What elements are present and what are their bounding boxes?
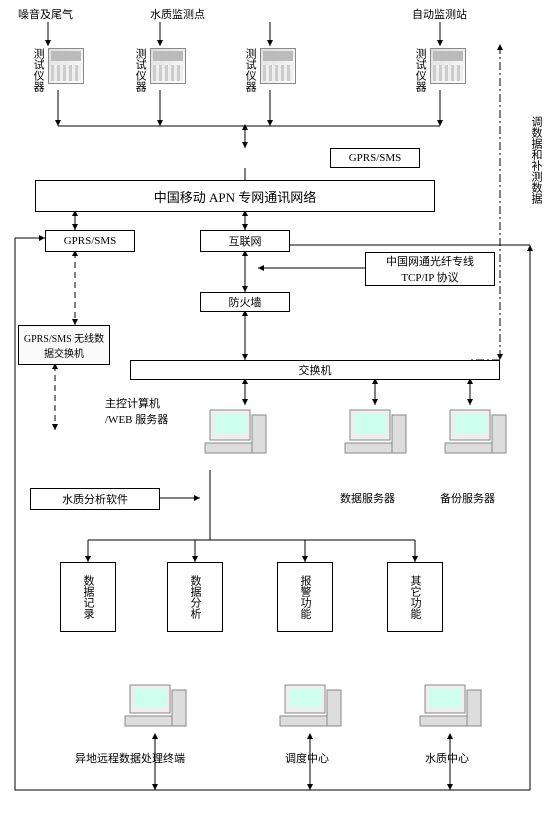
server-main-icon — [200, 405, 270, 465]
box-gprs-sms-left: GPRS/SMS — [45, 230, 135, 252]
box-func-other: 其它功能 — [387, 562, 443, 632]
tester-3-label: 测试仪器 — [244, 48, 256, 92]
box-func-record: 数据记录 — [60, 562, 116, 632]
label-noise-exhaust: 噪音及尾气 — [18, 6, 73, 22]
box-cnc-fiber: 中国网通光纤专线 TCP/IP 协议 — [365, 252, 495, 286]
tester-4-icon — [430, 48, 466, 84]
server-dispatch-icon — [275, 680, 345, 735]
label-backup-server: 备份服务器 — [440, 490, 495, 506]
box-func-analysis: 数据分析 — [167, 562, 223, 632]
tester-2-label: 测试仪器 — [134, 48, 146, 92]
tester-4-label: 测试仪器 — [414, 48, 426, 92]
box-switch: 交换机 — [130, 360, 500, 380]
label-dispatch: 调度中心 — [285, 750, 329, 766]
box-firewall: 防火墙 — [200, 292, 290, 312]
label-auto-station: 自动监测站 — [412, 6, 467, 22]
label-water-point: 水质监测点 — [150, 6, 205, 22]
box-func-alarm: 报警功能 — [277, 562, 333, 632]
box-apn-network: 中国移动 APN 专网通讯网络 — [35, 180, 435, 212]
func-record-label: 数据记录 — [82, 575, 94, 619]
box-internet: 互联网 — [200, 230, 290, 252]
server-wqcenter-icon — [415, 680, 485, 735]
tester-2-icon — [150, 48, 186, 84]
label-side-note: 调数据和补测数据 — [530, 80, 542, 240]
box-gprs-sms-top: GPRS/SMS — [330, 148, 420, 168]
func-other-label: 其它功能 — [409, 575, 421, 619]
box-wq-software: 水质分析软件 — [30, 488, 160, 510]
server-data-icon — [340, 405, 410, 465]
label-wq-center: 水质中心 — [425, 750, 469, 766]
func-alarm-label: 报警功能 — [299, 575, 311, 619]
server-remote-icon — [120, 680, 190, 735]
tester-1-label: 测试仪器 — [32, 48, 44, 92]
tester-3-icon — [260, 48, 296, 84]
box-gprs-modem: GPRS/SMS 无线数据交换机 — [18, 325, 110, 365]
label-main-server: 主控计算机 /WEB 服务器 — [105, 395, 195, 427]
label-remote-terminal: 异地远程数据处理终端 — [75, 750, 185, 766]
server-backup-icon — [440, 405, 510, 465]
func-analysis-label: 数据分析 — [189, 575, 201, 619]
label-data-server: 数据服务器 — [340, 490, 395, 506]
tester-1-icon — [48, 48, 84, 84]
